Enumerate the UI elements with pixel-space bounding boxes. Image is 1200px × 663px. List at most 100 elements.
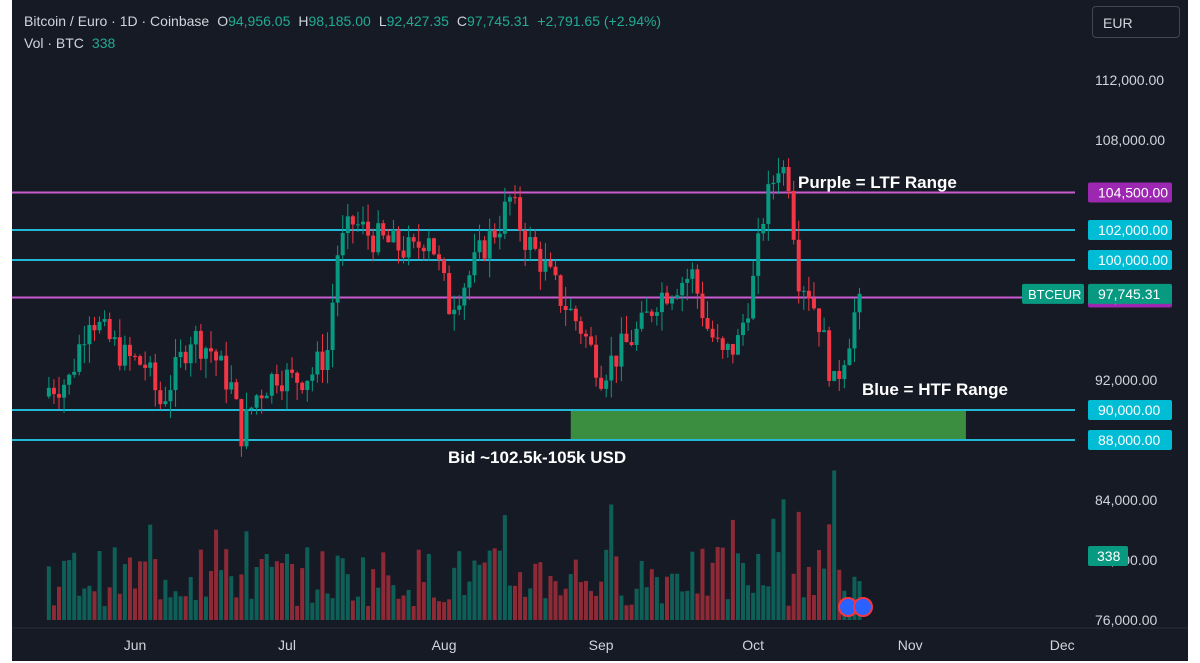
- volume-bar: [817, 550, 821, 620]
- volume-bar: [766, 586, 771, 620]
- candle-body: [300, 382, 305, 391]
- price-badge-bg: [1088, 430, 1172, 450]
- volume-label[interactable]: Vol · BTC: [24, 35, 84, 51]
- volume-bar: [143, 561, 148, 620]
- x-tick-label: Jul: [278, 637, 296, 653]
- candle-body: [77, 344, 82, 372]
- volume-bar: [249, 598, 254, 620]
- candle-body: [112, 337, 117, 340]
- volume-bar: [741, 563, 745, 620]
- volume-bar: [224, 549, 229, 620]
- volume-bar: [477, 564, 482, 620]
- volume-bar: [543, 598, 548, 620]
- candle-body: [720, 338, 725, 350]
- volume-bar: [472, 560, 477, 620]
- candle-body: [837, 371, 842, 380]
- symbol-title[interactable]: Bitcoin / Euro · 1D · Coinbase: [24, 13, 210, 29]
- price-badge-bg: [1088, 250, 1172, 270]
- candle-body: [457, 305, 462, 310]
- candle-body: [153, 362, 158, 391]
- candle-body: [705, 318, 710, 329]
- candle-body: [609, 355, 614, 381]
- volume-bar: [462, 595, 467, 620]
- volume-bar: [619, 595, 624, 620]
- last-price-badge: 97,745.31: [1098, 286, 1160, 302]
- candle-body: [452, 309, 457, 315]
- candle-body: [533, 236, 538, 249]
- volume-bar: [431, 597, 436, 620]
- volume-bar: [629, 604, 634, 620]
- candle-body: [411, 237, 416, 242]
- candle-body: [553, 266, 558, 276]
- candle-body: [198, 330, 203, 359]
- price-badge-bg: [1088, 220, 1172, 240]
- y-tick-label: 108,000.00: [1095, 132, 1165, 148]
- volume-bar: [259, 559, 264, 620]
- candle-body: [751, 275, 756, 319]
- volume-bar: [72, 552, 77, 620]
- candle-body: [594, 344, 599, 378]
- candle-body: [776, 173, 781, 183]
- candle-body: [219, 355, 224, 361]
- volume-bar: [756, 553, 761, 620]
- volume-bar: [695, 593, 700, 620]
- candle-body: [335, 255, 340, 303]
- volume-bar: [725, 599, 730, 620]
- candle-body: [675, 295, 680, 299]
- x-tick-label: Nov: [898, 637, 923, 653]
- volume-bar: [492, 548, 497, 620]
- volume-bar: [634, 588, 639, 620]
- candle-body: [183, 351, 188, 364]
- volume-bar: [234, 597, 239, 620]
- candle-body: [695, 269, 700, 294]
- candle-body: [690, 269, 695, 279]
- candle-body: [67, 374, 72, 385]
- candle-body: [680, 282, 685, 296]
- candle-body: [492, 230, 497, 238]
- candle-body: [315, 351, 320, 375]
- volume-bar: [487, 550, 492, 620]
- candle-body: [467, 275, 472, 288]
- volume-bar: [639, 560, 644, 620]
- volume-bar: [138, 561, 143, 620]
- volume-bar: [442, 602, 447, 620]
- ohlc-low-key: L: [378, 13, 387, 29]
- volume-bar: [376, 587, 381, 620]
- candle-body: [447, 273, 452, 315]
- candle-body: [507, 197, 512, 202]
- candle-body: [842, 365, 847, 380]
- candle-body: [62, 384, 67, 398]
- volume-bar: [528, 588, 533, 620]
- volume-bar: [183, 596, 188, 620]
- volume-bar: [609, 504, 614, 620]
- candle-body: [127, 344, 132, 356]
- candle-body: [97, 321, 102, 331]
- symbol-tag: BTCEUR: [1028, 287, 1081, 302]
- volume-bar: [264, 554, 269, 620]
- volume-bar: [330, 598, 335, 620]
- volume-bar: [295, 605, 300, 620]
- candle-body: [214, 351, 219, 361]
- chart-pane[interactable]: 112,000.00108,000.0092,000.0084,000.0080…: [12, 0, 1188, 661]
- candle-body: [305, 380, 310, 391]
- candle-body: [163, 401, 168, 405]
- volume-bar: [102, 606, 107, 620]
- candle-body: [781, 167, 786, 174]
- candle-body: [735, 335, 740, 355]
- candle-body: [366, 221, 371, 236]
- candle-body: [578, 321, 583, 334]
- price-chart[interactable]: 112,000.00108,000.0092,000.0084,000.0080…: [12, 0, 1188, 661]
- x-tick-label: Jun: [124, 637, 147, 653]
- candle-body: [330, 302, 335, 351]
- candle-body: [771, 182, 776, 185]
- volume-value: 338: [91, 35, 116, 51]
- candle-body: [107, 318, 112, 340]
- candle-body: [786, 167, 791, 191]
- volume-bar: [269, 566, 274, 620]
- candle-body: [87, 325, 92, 345]
- volume-bar: [654, 577, 659, 620]
- currency-button[interactable]: EUR: [1092, 6, 1180, 38]
- candle-body: [487, 230, 492, 259]
- volume-bar: [178, 596, 183, 620]
- candle-body: [244, 409, 249, 447]
